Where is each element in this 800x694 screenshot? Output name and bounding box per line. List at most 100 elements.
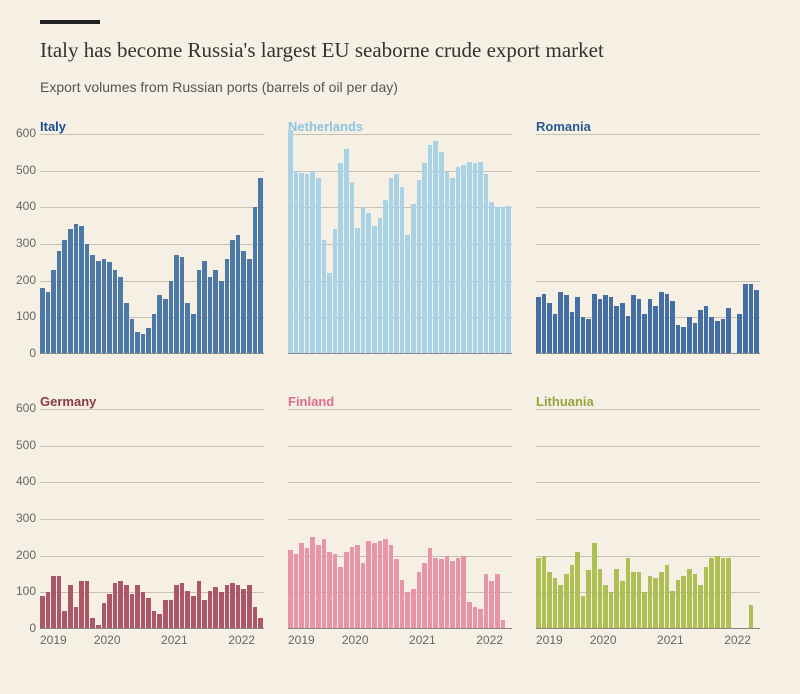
bar	[445, 556, 450, 629]
bar	[536, 297, 541, 354]
chart-panel-lithuania: Lithuania2019202020212022	[536, 394, 760, 651]
bar	[681, 327, 686, 355]
bar	[450, 178, 455, 354]
bar	[378, 218, 383, 354]
bar	[361, 207, 366, 354]
x-tick-label: 2022	[724, 633, 751, 647]
bar	[433, 141, 438, 354]
bar	[439, 152, 444, 354]
header-rule	[40, 20, 100, 24]
bar	[338, 567, 343, 629]
bar	[344, 552, 349, 629]
bar	[687, 317, 692, 354]
bar	[681, 576, 686, 629]
bar	[637, 572, 642, 629]
bar	[422, 163, 427, 354]
bar	[737, 314, 742, 354]
bar	[542, 294, 547, 355]
chart-panel-romania: Romania	[536, 119, 760, 376]
bar	[338, 163, 343, 354]
bar	[670, 591, 675, 630]
bar	[394, 559, 399, 629]
bar	[79, 581, 84, 629]
bar	[581, 596, 586, 629]
bar	[90, 255, 95, 354]
bar	[141, 592, 146, 629]
x-tick-label: 2019	[40, 633, 67, 647]
x-tick-label: 2019	[536, 633, 563, 647]
bar	[322, 539, 327, 629]
bar	[85, 581, 90, 629]
x-tick-label: 2022	[228, 633, 255, 647]
y-tick-label: 400	[12, 199, 36, 213]
y-tick-label: 600	[12, 126, 36, 140]
bar	[135, 332, 140, 354]
x-tick-label: 2019	[288, 633, 315, 647]
bar	[709, 558, 714, 630]
y-tick-label: 300	[12, 511, 36, 525]
bar	[536, 558, 541, 630]
bar	[653, 578, 658, 629]
bars	[288, 409, 512, 629]
x-tick-label: 2021	[409, 633, 436, 647]
bar	[614, 569, 619, 630]
y-tick-label: 0	[12, 346, 36, 360]
bars	[536, 409, 760, 629]
bar	[219, 281, 224, 354]
bar	[305, 174, 310, 354]
bar	[213, 270, 218, 354]
bar	[456, 167, 461, 354]
bar	[288, 130, 293, 354]
bar	[333, 229, 338, 354]
bar	[400, 187, 405, 354]
bar	[253, 207, 258, 354]
bar	[598, 299, 603, 354]
bar	[124, 585, 129, 629]
bar	[344, 149, 349, 354]
bar	[704, 306, 709, 354]
bar	[247, 259, 252, 354]
plot-area: 0100200300400500600	[40, 409, 264, 629]
bar	[558, 292, 563, 354]
bar	[592, 294, 597, 355]
chart-panel-netherlands: Netherlands	[288, 119, 512, 376]
bar	[197, 270, 202, 354]
bar	[570, 565, 575, 629]
bar	[157, 295, 162, 354]
bar	[130, 319, 135, 354]
bar	[704, 567, 709, 629]
bar	[372, 226, 377, 354]
plot-area	[536, 409, 760, 629]
bar	[350, 547, 355, 630]
bar	[698, 585, 703, 629]
bar	[648, 576, 653, 629]
bar	[152, 314, 157, 354]
bar	[450, 561, 455, 629]
bar	[299, 173, 304, 355]
y-tick-label: 600	[12, 401, 36, 415]
bar	[693, 574, 698, 629]
bar	[489, 581, 494, 629]
bar	[378, 541, 383, 629]
bar	[754, 290, 759, 354]
bar	[506, 206, 511, 355]
bar	[236, 235, 241, 354]
bars	[288, 134, 512, 354]
bar	[350, 182, 355, 354]
y-tick-label: 300	[12, 236, 36, 250]
bar	[715, 556, 720, 629]
small-multiples-grid: Italy0100200300400500600NetherlandsRoman…	[40, 119, 760, 651]
bar	[191, 314, 196, 354]
bar	[135, 585, 140, 629]
bar	[411, 204, 416, 354]
plot-area: 0100200300400500600	[40, 134, 264, 354]
chart-label: Romania	[536, 119, 760, 134]
bar	[316, 178, 321, 354]
bar	[46, 292, 51, 354]
bar	[241, 251, 246, 354]
chart-page: Italy has become Russia's largest EU sea…	[0, 0, 800, 671]
y-tick-label: 0	[12, 621, 36, 635]
y-tick-label: 100	[12, 309, 36, 323]
bar	[631, 295, 636, 354]
bar	[659, 292, 664, 354]
